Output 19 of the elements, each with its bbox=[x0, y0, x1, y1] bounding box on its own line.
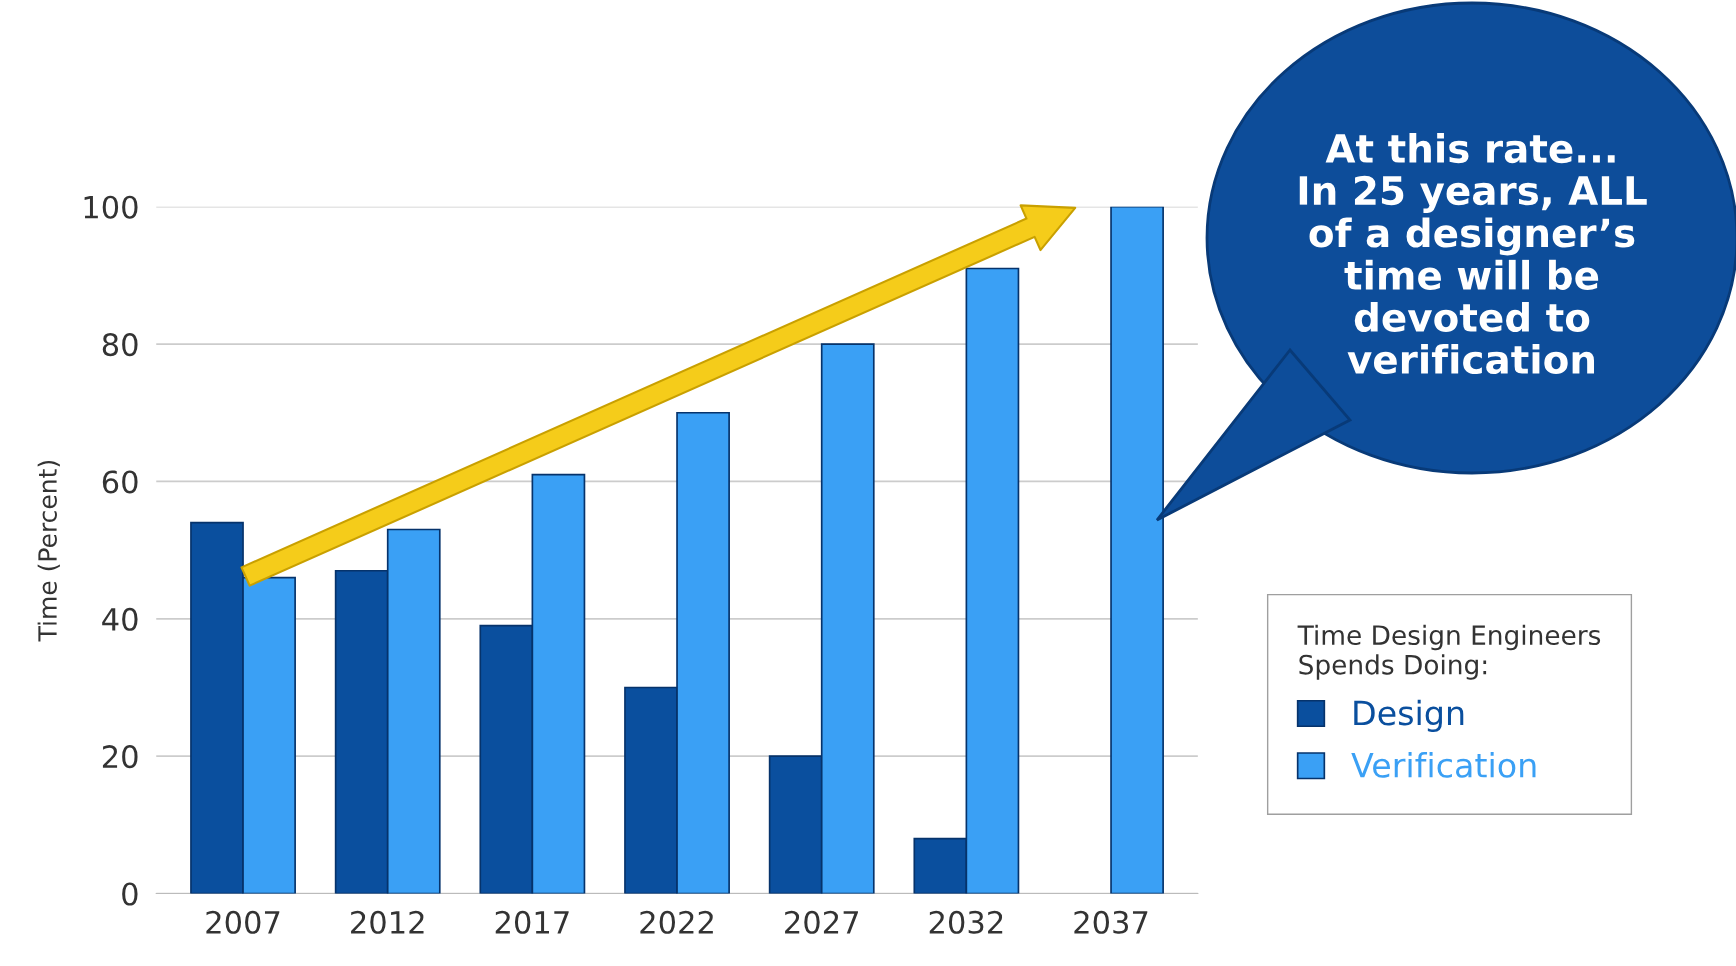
x-tick-label: 2012 bbox=[351, 910, 424, 934]
legend-label: Design bbox=[1354, 699, 1464, 733]
y-tick-label: 100 bbox=[84, 195, 138, 219]
bar bbox=[1110, 206, 1164, 894]
x-tick-label: 2027 bbox=[785, 910, 858, 934]
x-tick-label: 2037 bbox=[1074, 910, 1148, 934]
y-tick-label: 60 bbox=[102, 470, 138, 494]
y-axis-title: Time (Percent) bbox=[37, 460, 60, 642]
legend-label: Verification bbox=[1351, 752, 1536, 778]
y-tick-label: 20 bbox=[102, 745, 138, 769]
x-tick-label: 2022 bbox=[640, 910, 713, 934]
x-tick-label: 2017 bbox=[495, 910, 569, 934]
text: At this rate... In 25 years, ALL of a designer’s time will be devoted to verification bbox=[1299, 133, 1647, 375]
x-tick-label: 2007 bbox=[206, 910, 280, 934]
y-tick-label: 80 bbox=[102, 333, 138, 357]
y-tick-label: 40 bbox=[102, 607, 138, 631]
legend-title: Time Design Engineers Spends Doing: bbox=[1297, 624, 1601, 680]
y-tick-label: 0 bbox=[122, 882, 138, 906]
x-tick-label: 2032 bbox=[929, 910, 1003, 934]
